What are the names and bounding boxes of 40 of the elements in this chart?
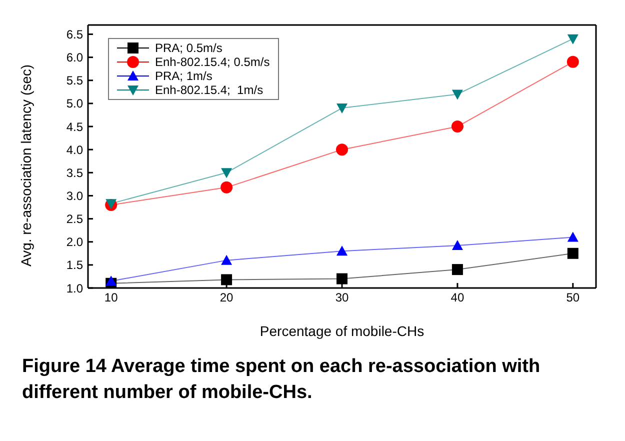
point [221,254,232,265]
y-tick-label: 2.5 [66,212,84,226]
point [221,274,232,286]
y-tick-label: 3.5 [66,166,84,180]
point [221,168,232,178]
x-tick-label: 10 [104,290,118,305]
y-tick-label: 1.5 [66,258,84,272]
legend-label: Enh-802.15.4; 0.5m/s [155,55,270,69]
y-tick-label: 1.0 [66,281,84,296]
y-axis-title: Avg. re-association latency (sec) [18,64,34,266]
y-tick-label: 4.0 [66,142,84,157]
legend-label: PRA; 1m/s [155,69,212,83]
y-tick-label: 6.5 [66,27,84,42]
x-axis-title: Percentage of mobile-CHs [260,323,424,339]
point [452,264,463,276]
legend-label: PRA; 0.5m/s [155,41,222,55]
y-tick-label: 5.0 [66,96,84,111]
x-tick-label: 40 [450,290,464,305]
point [220,181,233,194]
point [336,273,348,284]
y-tick-label: 4.5 [66,120,84,134]
x-tick-label: 50 [566,290,580,305]
point [452,90,463,100]
caption: Figure 14 Average time spent on each re-association with different number of mobile-CHs. [22,355,542,405]
point [336,104,348,114]
point [336,144,348,156]
point [336,246,348,256]
y-tick-label: 5.5 [66,74,84,88]
point [567,34,578,44]
x-tick-label: 20 [220,290,234,305]
legend-label: Enh-802.15.4; 1m/s [155,83,264,97]
point [566,56,579,68]
point [451,120,464,133]
y-tick-label: 6.0 [66,50,84,65]
point [567,248,578,259]
point [567,232,578,242]
point [452,240,463,250]
y-tick-label: 2.0 [66,235,84,250]
x-tick-label: 30 [335,290,349,305]
y-tick-label: 3.0 [66,188,84,203]
